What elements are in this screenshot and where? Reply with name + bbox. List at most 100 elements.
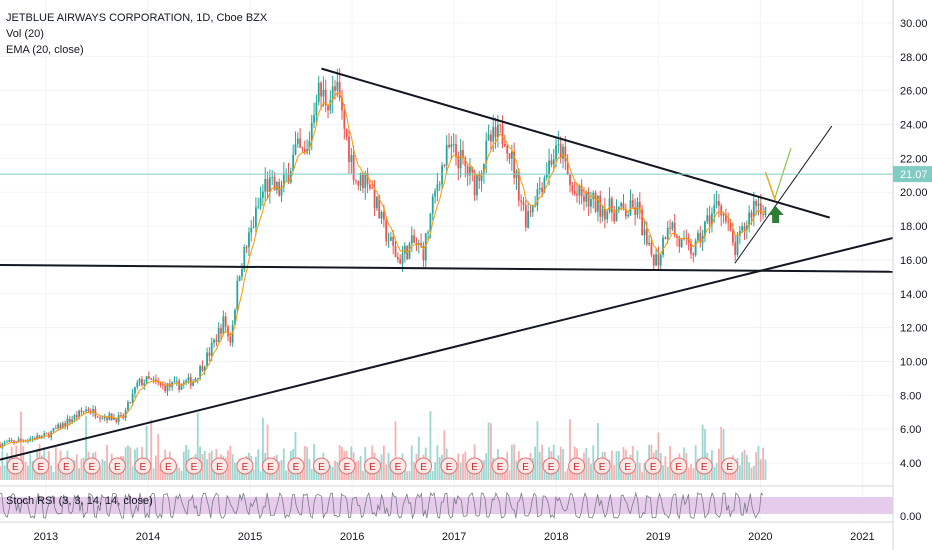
candle-body xyxy=(268,177,271,192)
candle-body xyxy=(401,253,404,264)
candle-body xyxy=(476,173,478,196)
candle-body xyxy=(136,382,139,388)
candle-body xyxy=(45,433,48,435)
candle-body xyxy=(429,213,432,233)
volume-bar xyxy=(317,470,320,480)
candle-body xyxy=(196,378,199,380)
volume-bar xyxy=(690,463,692,480)
volume-bar xyxy=(701,424,704,480)
volume-bar xyxy=(759,459,762,480)
candle-body xyxy=(392,237,395,246)
earnings-marker-icon xyxy=(440,457,458,475)
candle-body xyxy=(543,177,546,192)
volume-bar xyxy=(124,447,127,480)
candle-body xyxy=(378,196,381,219)
candle-body xyxy=(245,247,248,248)
candle-body xyxy=(294,144,297,155)
volume-bar xyxy=(431,471,434,480)
candle-body xyxy=(652,254,655,266)
candle-body xyxy=(362,173,364,188)
candle-body xyxy=(129,402,132,403)
candle-body xyxy=(122,415,125,418)
earnings-marker-icon xyxy=(644,457,662,475)
stoch-rsi-label: Stoch RSI (3, 3, 14, 14, close) xyxy=(6,495,153,507)
candle-body xyxy=(638,201,641,210)
candle-body xyxy=(185,380,188,383)
volume-bar xyxy=(408,470,411,480)
volume-bar xyxy=(641,471,644,480)
candle-body xyxy=(566,161,569,175)
earnings-marker-icon xyxy=(236,457,254,475)
candle-body xyxy=(227,326,229,337)
earnings-marker-letter: E xyxy=(395,462,402,473)
volume-bar xyxy=(175,464,178,480)
candle-body xyxy=(629,200,632,215)
candle-body xyxy=(164,385,167,392)
volume-bar xyxy=(89,469,92,480)
volume-bar xyxy=(638,462,641,480)
earnings-marker-letter: E xyxy=(446,462,453,473)
volume-bar xyxy=(450,470,453,480)
volume-bar xyxy=(452,468,455,480)
volume-bar xyxy=(336,461,339,480)
candle-body xyxy=(236,280,239,310)
earnings-marker-letter: E xyxy=(318,462,325,473)
candle-body xyxy=(680,239,683,247)
candle-body xyxy=(627,214,630,217)
volume-bar xyxy=(566,468,569,480)
volume-bar xyxy=(294,431,297,480)
candle-body xyxy=(720,205,723,216)
candle-body xyxy=(743,226,746,231)
volume-bar xyxy=(259,471,262,480)
earnings-marker-icon xyxy=(6,457,24,475)
volume-bar xyxy=(455,464,457,480)
volume-bar xyxy=(85,415,87,480)
candle-body xyxy=(424,233,427,261)
volume-bar xyxy=(106,444,108,480)
earnings-marker-letter: E xyxy=(140,462,147,473)
volume-bar xyxy=(508,470,511,480)
candle-body xyxy=(469,166,471,176)
volume-bar xyxy=(534,446,537,480)
candle-body xyxy=(182,382,185,385)
earnings-marker-icon xyxy=(57,457,75,475)
candle-body xyxy=(690,242,692,254)
candle-body xyxy=(489,134,492,142)
volume-bar xyxy=(310,469,313,480)
earnings-marker-icon xyxy=(415,457,433,475)
candle-body xyxy=(222,316,225,334)
y-tick-label: 16.00 xyxy=(900,255,928,267)
candle-body xyxy=(43,433,46,436)
y-tick-label: 30.00 xyxy=(900,18,928,30)
candle-body xyxy=(508,153,511,159)
volume-bar xyxy=(713,467,716,480)
candle-body xyxy=(92,409,94,413)
candle-body xyxy=(438,184,441,186)
earnings-marker-icon xyxy=(542,457,560,475)
candle-body xyxy=(13,440,15,443)
candle-body xyxy=(57,424,60,429)
earnings-marker-icon xyxy=(338,457,356,475)
volume-bar xyxy=(327,468,329,480)
candle-body xyxy=(587,191,590,207)
candle-body xyxy=(399,259,402,264)
volume-bar xyxy=(724,470,727,480)
volume-bar xyxy=(662,465,664,480)
candle-body xyxy=(6,441,8,443)
candle-body xyxy=(343,110,346,129)
candle-body xyxy=(359,173,362,186)
volume-bar xyxy=(231,454,234,480)
volume-bar xyxy=(722,429,725,480)
volume-bar xyxy=(413,461,416,480)
candle-body xyxy=(673,222,676,236)
volume-bar xyxy=(469,469,471,480)
candle-body xyxy=(413,235,416,243)
candle-body xyxy=(697,232,699,241)
volume-bar xyxy=(643,462,646,480)
volume-bar xyxy=(227,450,229,480)
candle-body xyxy=(238,276,241,281)
candle-body xyxy=(85,409,87,412)
candle-body xyxy=(722,214,725,216)
